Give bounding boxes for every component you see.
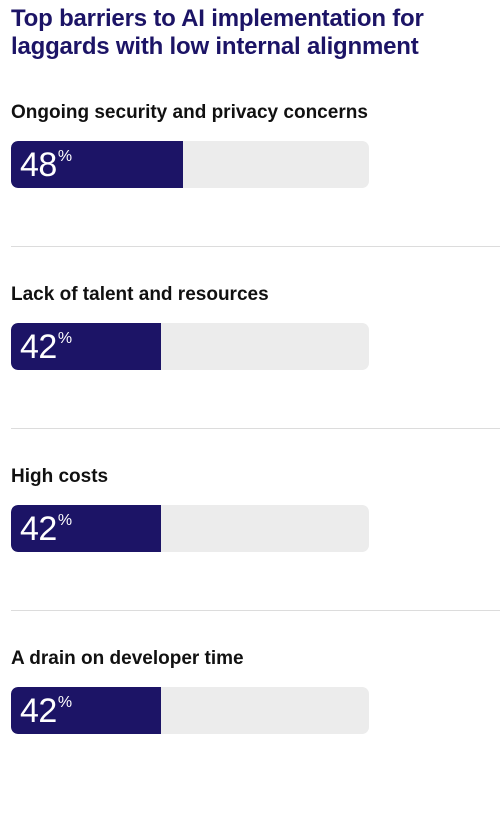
category-label: Lack of talent and resources xyxy=(11,284,269,305)
chart-title: Top barriers to AI implementation for la… xyxy=(11,5,424,60)
data-label-value: 42 xyxy=(20,510,57,548)
bar-track: 42% xyxy=(11,505,369,552)
data-label-value: 48 xyxy=(20,146,57,184)
bar-track: 42% xyxy=(11,687,369,734)
row-divider xyxy=(11,610,500,611)
bar-row: Lack of talent and resources 42% xyxy=(0,283,500,463)
bar-row: High costs 42% xyxy=(0,465,500,645)
bar xyxy=(11,141,183,188)
bar-row: Ongoing security and privacy concerns 48% xyxy=(0,101,500,281)
data-label-value: 42 xyxy=(20,328,57,366)
row-divider xyxy=(11,246,500,247)
data-label: 48% xyxy=(20,146,72,184)
data-label: 42% xyxy=(20,328,72,366)
category-label: A drain on developer time xyxy=(11,648,244,669)
bar-track: 42% xyxy=(11,323,369,370)
data-label: 42% xyxy=(20,692,72,730)
category-label: Ongoing security and privacy concerns xyxy=(11,102,368,123)
data-label-unit: % xyxy=(57,512,73,529)
bar xyxy=(11,505,161,552)
data-label-unit: % xyxy=(57,148,73,165)
bar xyxy=(11,323,161,370)
data-label-unit: % xyxy=(57,330,73,347)
data-label: 42% xyxy=(20,510,72,548)
data-label-unit: % xyxy=(57,694,73,711)
category-label: High costs xyxy=(11,466,109,487)
data-label-value: 42 xyxy=(20,692,57,730)
bar-row: A drain on developer time 42% xyxy=(0,647,500,827)
bar xyxy=(11,687,161,734)
bar-track: 48% xyxy=(11,141,369,188)
row-divider xyxy=(11,428,500,429)
